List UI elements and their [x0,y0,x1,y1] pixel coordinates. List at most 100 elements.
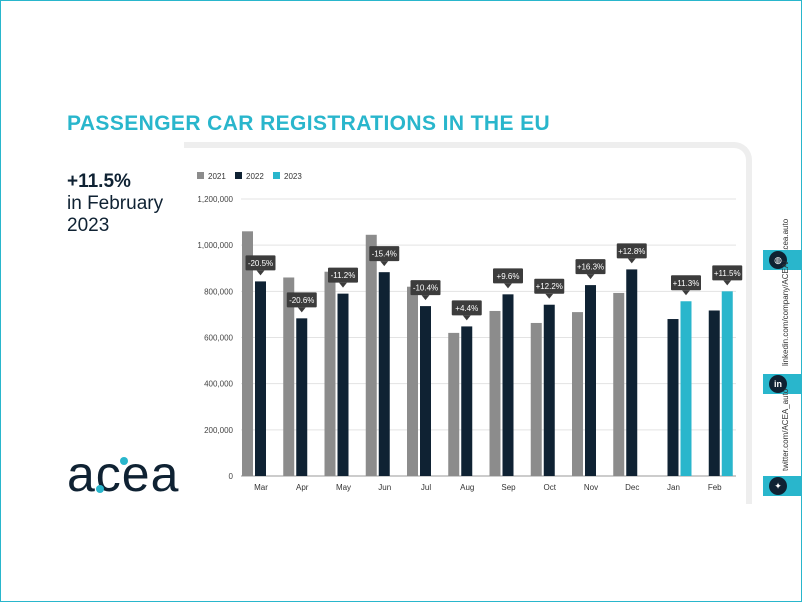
bar-2022 [502,294,514,476]
change-label-pointer [545,293,554,299]
bar-2022 [461,326,473,476]
y-tick-label: 1,000,000 [197,241,233,250]
change-label-box [616,243,647,259]
x-tick-label: Feb [708,483,722,492]
legend-swatch [273,172,280,179]
x-tick-label: Aug [460,483,474,492]
x-tick-label: Sep [501,483,516,492]
change-label: -11.2% [331,271,356,280]
legend-label: 2021 [208,172,226,181]
x-tick-label: Jul [421,483,431,492]
change-label-pointer [504,283,512,289]
change-label: +4.4% [455,304,478,313]
bar-2021 [324,271,336,476]
change-label-pointer [627,258,636,264]
x-tick-label: Mar [254,483,268,492]
y-tick-label: 0 [229,472,234,481]
bar-2022 [420,306,431,476]
bar-2021 [489,310,501,476]
y-tick-label: 800,000 [204,287,233,296]
bar-2021 [365,234,377,476]
twitter-text[interactable]: twitter.com/ACEA_auto [781,388,790,471]
change-label: +12.8% [618,247,645,256]
bar-2021 [242,231,253,476]
change-label: -20.6% [289,296,314,305]
bar-2022 [708,310,720,476]
legend-label: 2023 [284,172,302,181]
change-label-pointer [462,315,471,321]
change-label-box [575,259,606,275]
change-label-pointer [297,307,306,313]
x-tick-label: Nov [584,483,598,492]
change-label-pointer [256,270,265,276]
bar-2021 [530,322,542,476]
page-title: PASSENGER CAR REGISTRATIONS IN THE EU [67,112,551,135]
change-label: +11.5% [714,269,741,278]
legend-swatch [197,172,204,179]
website-text[interactable]: acea.auto [781,218,790,254]
change-label-box [534,278,565,294]
y-tick-label: 1,200,000 [197,195,233,204]
change-label-pointer [421,295,430,301]
change-label-box [286,292,317,308]
change-label-box [245,255,276,271]
bar-2023 [680,301,692,476]
x-tick-label: Dec [625,483,639,492]
change-label-pointer [380,261,389,267]
change-label-pointer [339,282,347,288]
bar-2022 [255,281,266,476]
x-tick-label: Apr [296,483,309,492]
headline-line2: 2023 [67,215,110,236]
globe-icon[interactable]: ◍ [769,251,787,269]
change-label-box [671,275,701,291]
bar-2021 [572,312,583,476]
bar-2021 [448,332,460,476]
y-tick-label: 600,000 [204,334,233,343]
headline-percentage: +11.5% [67,171,131,192]
bar-2022 [296,318,308,476]
change-label-box [451,300,482,316]
linkedin-icon[interactable]: in [769,375,787,393]
x-tick-label: Oct [544,483,557,492]
acea-logo-mark: acea [67,446,178,502]
change-label-pointer [682,290,690,296]
bar-2022 [585,285,596,476]
change-label: +9.6% [497,272,520,281]
twitter-icon[interactable]: ✦ [769,477,787,495]
bar-2022 [378,272,390,476]
linkedin-text[interactable]: linkedin.com/company/ACEA/ [781,260,790,366]
change-label-box [328,267,358,283]
change-label-box [712,265,743,281]
bar-2021 [613,292,625,476]
change-label: -10.4% [413,284,438,293]
change-label: +12.2% [536,282,563,291]
change-label: +16.3% [577,263,604,272]
headline: +11.5% in February 2023 [67,171,182,237]
y-tick-label: 400,000 [204,380,233,389]
logo-dot [120,457,128,465]
y-tick-label: 200,000 [204,426,233,435]
change-label: -15.4% [372,250,397,259]
bar-2021 [283,277,295,476]
legend-swatch [235,172,242,179]
change-label-box [369,246,400,262]
logo-dot [96,485,104,493]
change-label-box [493,268,523,284]
headline-line1: in February [67,193,164,214]
legend-label: 2022 [246,172,264,181]
change-label-box [410,280,441,296]
change-label-pointer [723,280,732,286]
bar-2022 [543,304,555,476]
change-label-pointer [586,274,595,280]
bar-2023 [721,291,733,476]
bar-2022 [667,319,679,476]
bar-2021 [407,286,418,476]
acea-logo: acea [67,446,187,508]
change-label: +11.3% [673,279,700,288]
change-label: -20.5% [248,259,273,268]
x-tick-label: May [336,483,351,492]
chart-card-border [184,142,752,504]
bar-2022 [337,293,349,476]
